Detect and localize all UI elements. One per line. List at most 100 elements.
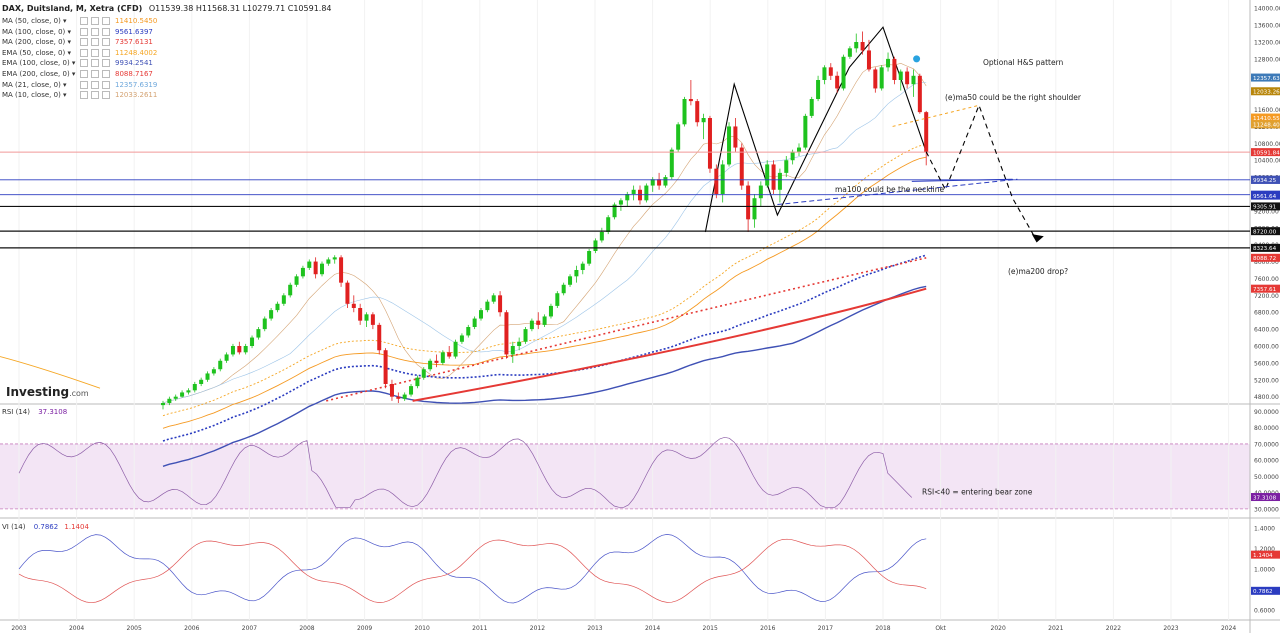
legend-toggle-icon[interactable] (91, 17, 99, 25)
candle-body (663, 177, 668, 186)
ema50-line (162, 144, 927, 417)
candle-body (428, 360, 433, 370)
candle-body (186, 390, 191, 393)
candle-body (211, 369, 216, 374)
rsi-tick-label: 50.0000 (1254, 474, 1279, 481)
candle-body (339, 257, 344, 283)
candle-body (517, 341, 522, 346)
legend-toggle-icon[interactable] (80, 27, 88, 36)
candle-body (847, 48, 852, 57)
candle-body (574, 270, 579, 277)
price-tick-label: 4800.00 (1254, 394, 1279, 401)
legend-toggle-icon[interactable] (91, 91, 99, 100)
legend-toggle-icon[interactable] (102, 27, 110, 36)
candle-body (510, 346, 515, 355)
legend-toggle-icon[interactable] (102, 48, 110, 57)
ema100-line (162, 254, 927, 442)
candle-body (192, 384, 197, 391)
rsi-value: 37.3108 (38, 408, 68, 416)
rsi-band (0, 443, 1250, 509)
legend-toggle-icon[interactable] (80, 80, 88, 89)
rsi-label: RSI (14) (2, 408, 30, 416)
legend-toggle-icon[interactable] (80, 48, 88, 57)
rsi-tick-label: 30.0000 (1254, 506, 1279, 513)
candle-body (854, 42, 859, 49)
candle-body (797, 147, 801, 152)
price-tag-label: 8323.64 (1253, 246, 1277, 252)
candle-body (345, 282, 350, 304)
price-tick-label: 7200.00 (1254, 293, 1279, 300)
x-tick-label: 2004 (69, 625, 84, 632)
shoulder-annotation: (e)ma50 could be the right shoulder (945, 93, 1082, 102)
legend-row: MA (200, close, 0) ▾ 7357.6131 (2, 37, 157, 48)
legend-name: MA (21, close, 0) ▾ (2, 80, 67, 89)
candle-body (809, 99, 814, 116)
price-tick-label: 13600.00 (1254, 23, 1280, 30)
candle-body (727, 126, 732, 165)
legend-toggle-icon[interactable] (80, 69, 88, 78)
price-tag-label: 9934.25 (1253, 178, 1277, 184)
price-tick-label: 9200.00 (1254, 208, 1279, 215)
candle-body (650, 179, 655, 186)
investing-logo: Investing.com (6, 385, 89, 399)
price-tag-label: 7357.61 (1253, 287, 1277, 293)
legend-row: EMA (200, close, 0) ▾ 8088.7167 (2, 69, 157, 80)
vi-label: VI (14) (2, 523, 26, 531)
candle-body (618, 200, 623, 205)
legend-value: 12357.6319 (115, 80, 158, 89)
candle-body (669, 149, 674, 178)
vi-tick-label: 0.6000 (1254, 607, 1275, 614)
candle-body (758, 185, 763, 199)
candle-body (498, 295, 503, 313)
candle-body (383, 350, 388, 384)
legend-value: 8088.7167 (115, 69, 153, 78)
x-tick-label: 2022 (1106, 625, 1121, 632)
legend-toggle-icon[interactable] (80, 38, 88, 47)
legend-toggle-icon[interactable] (91, 38, 99, 47)
candle-body (205, 373, 210, 380)
legend-toggle-icon[interactable] (80, 59, 88, 68)
price-tag (1251, 73, 1280, 82)
legend-toggle-icon[interactable] (91, 48, 99, 57)
price-tag (1251, 120, 1280, 129)
candle-body (599, 232, 604, 241)
legend-toggle-icon[interactable] (102, 38, 110, 47)
candle-body (676, 124, 681, 150)
price-tag (1251, 202, 1280, 211)
candle-body (587, 251, 592, 264)
price-tag-label: 9305.91 (1253, 205, 1277, 211)
legend-toggle-icon[interactable] (102, 91, 110, 100)
legend-toggle-icon[interactable] (91, 69, 99, 78)
ma50-early-line (0, 356, 101, 389)
candle-body (905, 71, 910, 85)
candle-body (294, 276, 299, 285)
candle-body (224, 354, 229, 361)
legend-toggle-icon[interactable] (80, 17, 88, 25)
price-tick-label: 11600.00 (1254, 107, 1280, 114)
legend-toggle-icon[interactable] (102, 69, 110, 78)
legend-toggle-icon[interactable] (91, 59, 99, 68)
ma21-line (162, 82, 927, 404)
candle-body (529, 320, 534, 330)
legend-toggle-icon[interactable] (80, 91, 88, 100)
candle-body (657, 179, 662, 186)
price-tick-label: 12800.00 (1254, 56, 1280, 63)
ma50-line (162, 156, 927, 429)
legend-toggle-icon[interactable] (91, 27, 99, 36)
legend-toggle-icon[interactable] (102, 59, 110, 68)
x-tick-label: 2009 (357, 625, 372, 632)
legend-toggle-icon[interactable] (102, 17, 110, 25)
rsi-tag (1251, 493, 1280, 502)
legend-toggle-icon[interactable] (91, 80, 99, 89)
candle-body (790, 151, 795, 161)
legend-row: EMA (100, close, 0) ▾ 9934.2541 (2, 58, 157, 69)
candle-body (447, 352, 452, 357)
candle-body (733, 126, 738, 148)
legend-toggle-icon[interactable] (102, 80, 110, 89)
price-tag (1251, 191, 1280, 200)
candle-body (835, 75, 840, 89)
candle-body (167, 398, 172, 403)
x-tick-label: 2008 (299, 625, 314, 632)
